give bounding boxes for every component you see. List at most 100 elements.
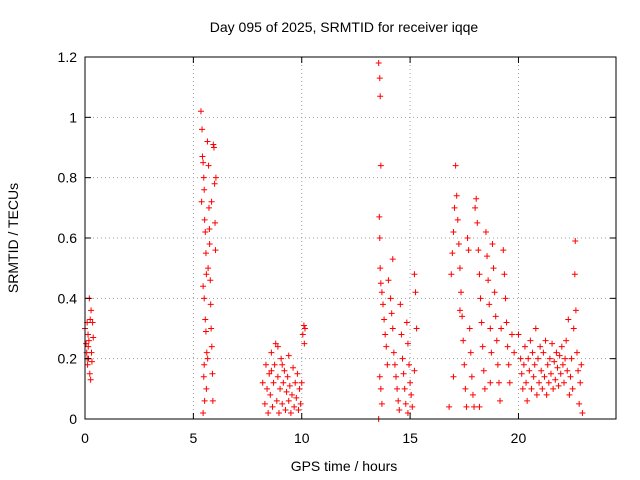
data-point (273, 397, 280, 404)
data-point (85, 337, 92, 344)
data-point (90, 334, 97, 341)
data-point (545, 379, 552, 386)
data-point (212, 174, 219, 181)
data-point (281, 367, 288, 374)
data-point (207, 301, 214, 308)
data-point (530, 373, 537, 380)
data-point (472, 204, 479, 211)
x-tick-label: 10 (294, 430, 310, 446)
data-point (279, 361, 286, 368)
data-point (554, 364, 561, 371)
data-point (376, 213, 383, 220)
data-point (495, 379, 502, 386)
data-point (288, 391, 295, 398)
data-point (463, 403, 470, 410)
data-point (524, 397, 531, 404)
data-point (387, 295, 394, 302)
data-point (578, 361, 585, 368)
data-point (393, 373, 400, 380)
data-point (377, 280, 384, 287)
data-point (197, 108, 204, 115)
data-point (540, 349, 547, 356)
data-point (211, 180, 218, 187)
data-point (377, 385, 384, 392)
data-point (208, 343, 215, 350)
data-point (201, 295, 208, 302)
data-point (262, 361, 269, 368)
data-point (532, 325, 539, 332)
data-point (502, 295, 509, 302)
data-point (200, 283, 207, 290)
data-point (494, 361, 501, 368)
axis-ticks: 0 0.2 0.4 0.6 0.8 1 1.2 0 5 10 15 20 (58, 49, 616, 446)
data-point (274, 343, 281, 350)
data-point (466, 325, 473, 332)
data-point (453, 192, 460, 199)
data-point (377, 162, 384, 169)
data-point (296, 385, 303, 392)
data-point (204, 138, 211, 145)
data-point (271, 361, 278, 368)
data-point (295, 406, 302, 413)
data-point (391, 361, 398, 368)
data-point (450, 373, 457, 380)
data-point (569, 385, 576, 392)
data-point (487, 379, 494, 386)
data-point (275, 409, 282, 416)
data-point (200, 174, 207, 181)
data-point (202, 250, 209, 257)
data-point (572, 307, 579, 314)
data-point (446, 403, 453, 410)
data-point (517, 355, 524, 362)
data-point (511, 349, 518, 356)
data-point (493, 337, 500, 344)
data-point (203, 271, 210, 278)
data-point (506, 379, 513, 386)
data-point (301, 340, 308, 347)
y-tick-label: 0.6 (58, 230, 78, 246)
data-point (206, 225, 213, 232)
data-point (269, 403, 276, 410)
data-point (504, 343, 511, 350)
data-point (528, 385, 535, 392)
data-point (479, 343, 486, 350)
data-point (557, 370, 564, 377)
data-point (485, 277, 492, 284)
data-point (555, 382, 562, 389)
y-axis-label: SRMTID / TECUs (5, 183, 21, 293)
data-point (448, 271, 455, 278)
data-point (576, 400, 583, 407)
data-point (487, 325, 494, 332)
data-point (467, 349, 474, 356)
data-point (83, 340, 90, 347)
data-point (406, 361, 413, 368)
data-point (401, 385, 408, 392)
data-point (550, 385, 557, 392)
grid-lines (85, 57, 616, 419)
data-point (500, 247, 507, 254)
data-point (537, 343, 544, 350)
data-point (285, 397, 292, 404)
data-point (521, 343, 528, 350)
x-tick-label: 5 (189, 430, 197, 446)
data-point (462, 385, 469, 392)
data-point (212, 247, 219, 254)
data-point (527, 337, 534, 344)
data-point (86, 370, 93, 377)
data-point (498, 325, 505, 332)
data-point (538, 367, 545, 374)
data-point (88, 358, 95, 365)
data-point (297, 400, 304, 407)
data-point (266, 370, 273, 377)
data-point (381, 316, 388, 323)
data-point (207, 277, 214, 284)
data-point (477, 295, 484, 302)
data-point (293, 394, 300, 401)
data-point (198, 198, 205, 205)
data-point (87, 316, 94, 323)
y-tick-label: 0.4 (58, 290, 78, 306)
data-point (536, 379, 543, 386)
data-point (515, 331, 522, 338)
data-point (474, 219, 481, 226)
